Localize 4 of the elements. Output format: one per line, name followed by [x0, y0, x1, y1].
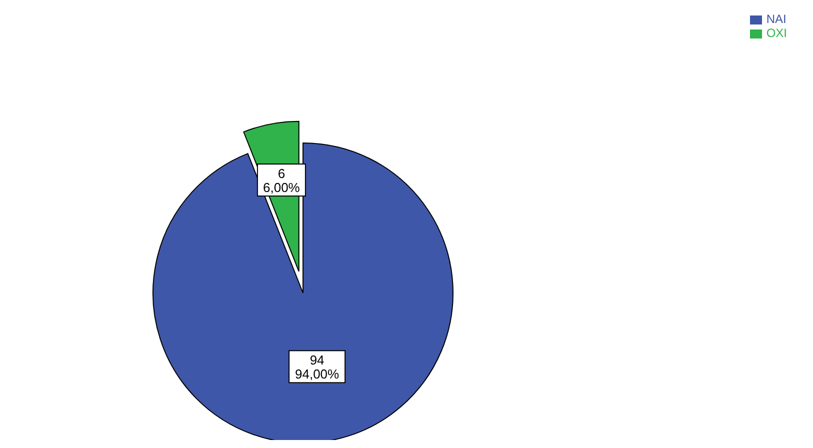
legend-label: OXI	[766, 26, 787, 40]
data-label: 6 6,00%	[263, 166, 300, 196]
legend-label: NAI	[766, 12, 786, 26]
data-label: 94 94,00%	[295, 352, 340, 382]
